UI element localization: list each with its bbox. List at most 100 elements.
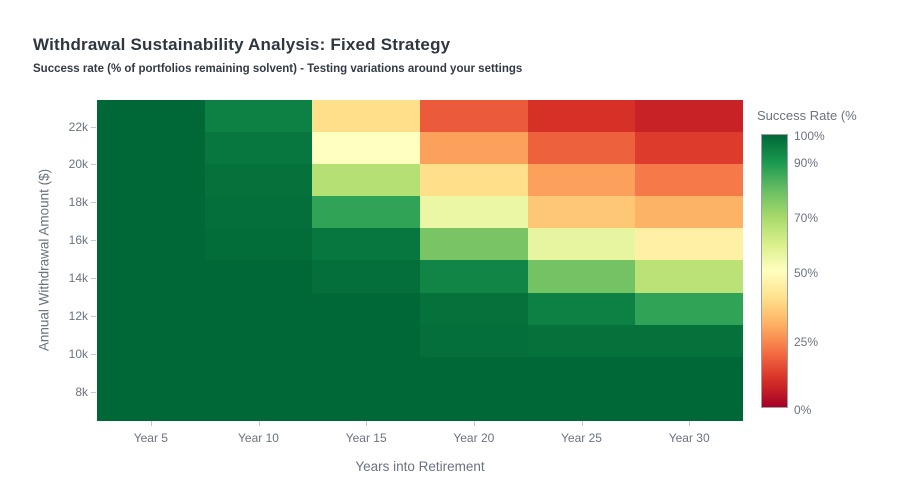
heatmap-cell[interactable] <box>97 388 205 421</box>
heatmap-cell[interactable] <box>97 164 205 197</box>
heatmap-cell[interactable] <box>527 324 636 357</box>
heatmap-cell[interactable] <box>419 196 528 229</box>
heatmap-cell[interactable] <box>312 260 420 293</box>
heatmap-cell[interactable] <box>635 100 743 133</box>
heatmap-cell[interactable] <box>527 196 636 229</box>
heatmap-cell[interactable] <box>204 228 313 261</box>
heatmap-cell[interactable] <box>97 292 205 325</box>
heatmap-cell[interactable] <box>312 100 420 133</box>
heatmap-cell[interactable] <box>204 100 313 133</box>
x-tick-label: Year 20 <box>453 431 495 445</box>
heatmap-cell[interactable] <box>419 260 528 293</box>
x-tick-label: Year 10 <box>238 431 279 445</box>
x-tick-mark <box>581 421 583 426</box>
heatmap-cell[interactable] <box>204 132 313 165</box>
heatmap-cell[interactable] <box>635 356 743 389</box>
colorbar-title: Success Rate (% <box>757 108 857 123</box>
heatmap-cell[interactable] <box>312 228 420 261</box>
heatmap-cell[interactable] <box>419 324 528 357</box>
colorbar-tick-label: 25% <box>794 334 819 349</box>
x-tick-mark <box>150 421 152 426</box>
heatmap-cell[interactable] <box>204 164 313 197</box>
heatmap-cell[interactable] <box>419 132 528 165</box>
x-tick-label: Year 15 <box>345 431 387 445</box>
heatmap-cell[interactable] <box>97 228 205 261</box>
heatmap-cell[interactable] <box>527 132 636 165</box>
heatmap-cell[interactable] <box>527 228 636 261</box>
chart-subtitle: Success rate (% of portfolios remaining … <box>33 63 523 75</box>
chart-title: Withdrawal Sustainability Analysis: Fixe… <box>33 35 451 54</box>
colorbar-tick-label: 0% <box>794 403 812 417</box>
x-tick-label: Year 25 <box>561 431 602 445</box>
heatmap-cell[interactable] <box>527 292 636 325</box>
heatmap-cell[interactable] <box>97 196 205 229</box>
y-tick-label: 22k <box>68 119 88 134</box>
y-tick-mark <box>91 315 96 317</box>
heatmap-cell[interactable] <box>312 196 420 229</box>
x-tick-mark <box>258 421 260 426</box>
x-tick-mark <box>366 421 368 426</box>
x-tick-mark <box>689 421 691 426</box>
y-tick-mark <box>91 391 96 393</box>
heatmap-cell[interactable] <box>204 388 313 421</box>
heatmap-cell[interactable] <box>419 228 528 261</box>
colorbar-tick-label: 70% <box>794 211 819 226</box>
y-tick-mark <box>91 164 96 166</box>
heatmap-cell[interactable] <box>97 132 205 165</box>
heatmap-cell[interactable] <box>312 324 420 357</box>
y-tick-label: 8k <box>75 384 88 399</box>
heatmap-cell[interactable] <box>312 132 420 165</box>
heatmap-cell[interactable] <box>419 164 528 197</box>
heatmap-cell[interactable] <box>97 260 205 293</box>
heatmap-cell[interactable] <box>204 196 313 229</box>
heatmap-cell[interactable] <box>419 356 528 389</box>
x-tick-label: Year 30 <box>668 431 710 445</box>
heatmap-grid <box>97 100 743 421</box>
heatmap-cell[interactable] <box>97 324 205 357</box>
heatmap-cell[interactable] <box>419 388 528 421</box>
heatmap-cell[interactable] <box>312 292 420 325</box>
heatmap-cell[interactable] <box>312 356 420 389</box>
heatmap-cell[interactable] <box>635 164 743 197</box>
heatmap-cell[interactable] <box>312 388 420 421</box>
heatmap-cell[interactable] <box>204 292 313 325</box>
y-tick-label: 10k <box>68 346 88 361</box>
y-tick-mark <box>91 278 96 280</box>
y-tick-mark <box>91 240 96 242</box>
y-tick-label: 18k <box>68 195 88 210</box>
heatmap-cell[interactable] <box>635 228 743 261</box>
heatmap-cell[interactable] <box>635 324 743 357</box>
heatmap-cell[interactable] <box>635 196 743 229</box>
heatmap-cell[interactable] <box>635 292 743 325</box>
y-tick-mark <box>91 126 96 128</box>
y-tick-label: 20k <box>68 157 88 172</box>
heatmap-cell[interactable] <box>204 324 313 357</box>
heatmap-cell[interactable] <box>97 100 205 133</box>
y-tick-label: 16k <box>68 233 88 248</box>
y-tick-mark <box>91 202 96 204</box>
heatmap-cell[interactable] <box>635 260 743 293</box>
x-tick-label: Year 5 <box>133 431 168 445</box>
x-axis-title: Years into Retirement <box>355 459 485 474</box>
y-tick-label: 12k <box>68 308 88 323</box>
heatmap-cell[interactable] <box>204 260 313 293</box>
heatmap-cell[interactable] <box>635 132 743 165</box>
colorbar-tick-label: 50% <box>794 266 819 280</box>
heatmap-cell[interactable] <box>419 100 528 133</box>
y-tick-mark <box>91 353 96 355</box>
heatmap-cell[interactable] <box>527 388 636 421</box>
heatmap-cell[interactable] <box>204 356 313 389</box>
heatmap-cell[interactable] <box>527 164 636 197</box>
colorbar-tick-label: 90% <box>794 156 819 171</box>
heatmap-cell[interactable] <box>419 292 528 325</box>
heatmap-cell[interactable] <box>312 164 420 197</box>
heatmap-cell[interactable] <box>527 100 636 133</box>
colorbar-gradient <box>761 134 788 408</box>
colorbar-tick-label: 100% <box>794 129 825 143</box>
heatmap-cell[interactable] <box>97 356 205 389</box>
heatmap-cell[interactable] <box>527 260 636 293</box>
heatmap-cell[interactable] <box>527 356 636 389</box>
y-tick-label: 14k <box>68 271 88 286</box>
heatmap-cell[interactable] <box>635 388 743 421</box>
